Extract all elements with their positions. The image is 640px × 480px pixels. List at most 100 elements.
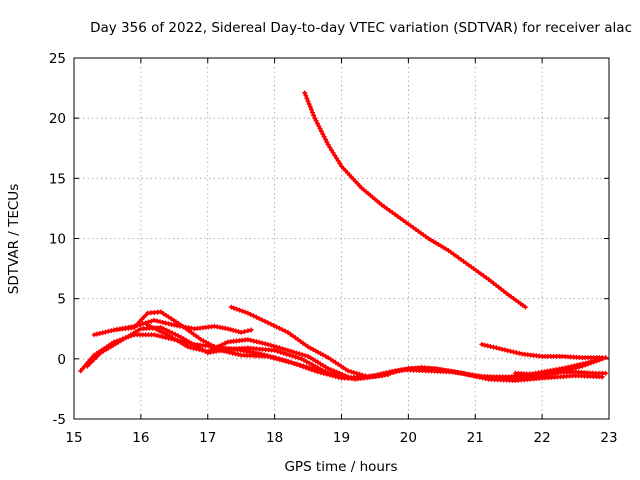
data-point-marker [508,348,514,354]
data-point-marker [284,351,289,357]
data-point-marker [268,321,274,327]
data-point-marker [140,321,146,327]
data-point-marker [160,334,166,340]
y-tick-label: 25 [49,51,66,67]
data-point-marker [236,329,241,335]
series-line [303,91,527,309]
data-point-marker [318,368,324,374]
data-point-marker [148,318,154,324]
data-point-marker [163,335,169,340]
data-point-marker [305,98,311,104]
data-point-marker [175,333,181,339]
data-point-marker [331,368,337,374]
data-point-marker [490,344,496,350]
data-point-marker [254,314,259,320]
data-point-marker [275,348,281,354]
data-point-marker [400,217,406,223]
data-point-marker [287,352,292,358]
data-point-marker [288,348,294,354]
data-point-marker [280,357,286,363]
data-point-marker [345,374,351,380]
data-point-marker [389,210,395,215]
data-point-marker [213,345,219,350]
data-point-marker [562,365,568,371]
data-point-marker [153,326,159,332]
data-point-marker [248,312,254,317]
data-point-marker [211,346,216,352]
data-point-marker [189,340,195,346]
data-point-marker [274,344,279,350]
data-point-marker [461,258,466,264]
data-point-marker [302,90,308,96]
data-point-marker [291,349,297,355]
data-point-marker [321,134,327,140]
data-point-marker [164,327,170,333]
data-point-marker [559,366,565,371]
data-point-marker [330,150,336,156]
data-point-marker [395,213,401,219]
data-point-marker [589,359,595,365]
series-sat-d [91,309,609,381]
data-point-marker [348,369,354,375]
data-point-marker [292,361,298,367]
data-point-marker [313,366,318,372]
data-point-marker [234,306,240,312]
data-point-marker [172,336,178,342]
data-point-marker [522,304,528,310]
data-point-marker [381,204,387,210]
x-tick-label: 20 [400,430,417,446]
data-point-marker [251,313,257,319]
data-point-marker [485,343,491,349]
data-point-marker [334,369,340,375]
y-tick-label: 0 [57,352,66,368]
data-point-marker [276,345,282,351]
data-point-marker [428,237,434,243]
data-point-marker [256,316,262,322]
data-point-marker [94,331,100,337]
data-point-marker [268,354,274,360]
data-point-marker [387,208,393,214]
data-point-marker [306,360,312,366]
data-point-marker [151,332,157,338]
data-point-marker [493,345,499,351]
data-point-marker [304,364,310,370]
data-point-marker [351,370,357,376]
data-point-marker [385,372,391,377]
data-point-marker [97,330,103,336]
grid-lines [73,57,610,420]
y-tick-label: 5 [57,292,66,308]
data-point-marker [166,321,172,327]
data-point-marker [147,324,153,329]
data-point-marker [397,215,403,221]
data-point-marker [317,126,323,132]
data-point-marker [323,136,328,142]
data-point-marker [271,323,277,328]
data-point-marker [245,310,251,316]
data-point-marker [301,357,307,363]
data-point-marker [156,328,162,334]
data-point-marker [188,345,194,350]
data-point-marker [329,147,334,153]
data-point-marker [222,340,228,346]
data-point-marker [583,360,589,366]
data-point-marker [161,326,167,332]
data-point-marker [307,104,313,110]
data-point-marker [265,320,271,326]
data-point-marker [502,347,508,353]
data-point-marker [235,352,241,357]
y-tick-label: -5 [53,412,66,428]
data-point-marker [224,349,230,355]
x-tick-label: 22 [534,430,551,446]
data-point-marker [276,325,282,331]
data-point-marker [271,355,277,361]
data-point-marker [335,158,341,164]
data-point-marker [298,362,304,368]
data-point-marker [145,322,151,328]
data-point-marker [337,161,343,167]
series-sat-e [111,317,254,335]
data-point-marker [311,112,317,118]
data-point-marker [265,353,271,359]
data-point-marker [154,318,160,324]
data-point-marker [248,337,254,343]
data-point-marker [571,363,577,369]
